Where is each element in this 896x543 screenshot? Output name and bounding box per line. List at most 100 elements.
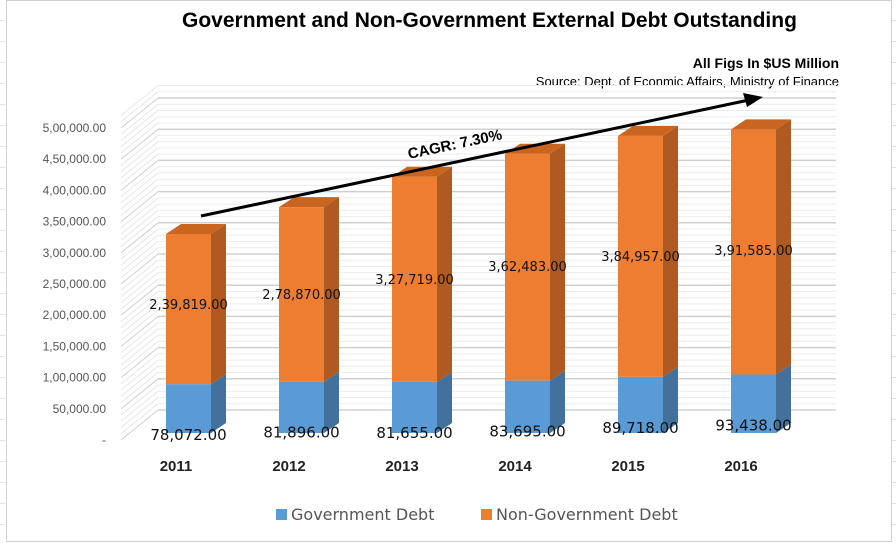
y-tick-label: 5,00,000.00 bbox=[43, 121, 107, 135]
grid-diagonal bbox=[120, 359, 159, 391]
data-label-non-government: 3,62,483.00 bbox=[488, 260, 567, 275]
grid-diagonal bbox=[120, 116, 159, 148]
grid-diagonal bbox=[120, 203, 159, 235]
grid-diagonal bbox=[120, 372, 159, 403]
grid-diagonal bbox=[120, 284, 159, 316]
grid-diagonal bbox=[120, 209, 159, 241]
grid-diagonal bbox=[120, 222, 159, 254]
y-tick-label: 1,00,000.00 bbox=[43, 371, 107, 385]
bar-side bbox=[776, 364, 791, 433]
y-tick-label: 4,00,000.00 bbox=[43, 183, 107, 197]
bar-top bbox=[731, 119, 791, 130]
grid-diagonal bbox=[120, 128, 159, 160]
bar-government-2015 bbox=[618, 376, 663, 433]
grid-diagonal bbox=[120, 85, 159, 116]
y-tick-label: 4,50,000.00 bbox=[43, 152, 107, 166]
grid-diagonal bbox=[120, 309, 159, 341]
bar-side bbox=[324, 371, 339, 433]
chart-units: All Figs In $US Million bbox=[692, 55, 839, 71]
data-label-non-government: 2,39,819.00 bbox=[149, 298, 228, 313]
grid-diagonal bbox=[120, 160, 159, 191]
grid-diagonal bbox=[120, 253, 159, 285]
bar-side bbox=[437, 371, 452, 433]
bar-side bbox=[550, 370, 565, 433]
y-tick-label: 1,50,000.00 bbox=[43, 339, 107, 353]
data-label-government: 81,655.00 bbox=[376, 424, 452, 442]
grid-diagonal bbox=[120, 322, 159, 354]
data-label-non-government: 3,84,957.00 bbox=[601, 250, 680, 265]
bar-government-2013 bbox=[392, 381, 437, 433]
x-tick-label: 2015 bbox=[611, 458, 644, 475]
x-tick-label: 2016 bbox=[724, 458, 757, 475]
bar-top bbox=[392, 166, 452, 177]
grid-diagonal bbox=[120, 147, 159, 179]
legend-label: Government Debt bbox=[291, 505, 434, 524]
grid-diagonal bbox=[120, 378, 159, 410]
data-label-government: 83,695.00 bbox=[489, 423, 565, 441]
grid-diagonal bbox=[120, 297, 159, 329]
grid-diagonal bbox=[120, 291, 159, 322]
data-label-non-government: 3,27,719.00 bbox=[375, 273, 454, 288]
bar-government-2016 bbox=[731, 374, 776, 433]
legend-swatch bbox=[276, 509, 287, 520]
grid-diagonal bbox=[120, 97, 159, 129]
y-tick-label: 3,50,000.00 bbox=[43, 215, 107, 229]
bar-top bbox=[279, 197, 339, 208]
grid-diagonal bbox=[120, 216, 159, 247]
cagr-arrow bbox=[200, 98, 750, 218]
grid-diagonal bbox=[120, 365, 159, 397]
grid-diagonal bbox=[120, 191, 159, 222]
grid-diagonal bbox=[120, 303, 159, 335]
grid-diagonal bbox=[120, 390, 159, 422]
bar-top bbox=[618, 125, 678, 136]
grid-diagonal bbox=[120, 178, 159, 210]
bar-side bbox=[663, 366, 678, 433]
bar-top bbox=[166, 224, 226, 235]
grid-diagonal bbox=[120, 166, 159, 198]
legend-label: Non-Government Debt bbox=[496, 505, 678, 524]
bar-non-government-2015 bbox=[618, 135, 663, 377]
bar-side bbox=[211, 374, 226, 433]
x-tick-label: 2013 bbox=[385, 458, 418, 475]
plot-area: - 50,000.00 1,00,000.00 1,50,000.00 2,00,000… bbox=[43, 85, 836, 524]
data-label-non-government: 3,91,585.00 bbox=[714, 244, 793, 259]
grid-diagonal bbox=[120, 91, 159, 123]
y-tick-label: 3,00,000.00 bbox=[43, 246, 107, 260]
bar-government-2012 bbox=[279, 381, 324, 433]
grid-diagonal bbox=[120, 141, 159, 173]
y-tick-label: 50,000.00 bbox=[53, 402, 107, 416]
bar-side bbox=[663, 125, 678, 377]
grid-diagonal bbox=[120, 122, 159, 154]
grid-diagonal bbox=[120, 316, 159, 347]
arrowhead-icon bbox=[743, 93, 763, 107]
grid-diagonal bbox=[120, 103, 159, 135]
bar-side bbox=[211, 224, 226, 385]
grid-diagonal bbox=[120, 272, 159, 304]
grid-diagonal bbox=[120, 347, 159, 378]
chart-area[interactable]: Government and Non-Government External D… bbox=[6, 0, 892, 542]
x-tick-label: 2012 bbox=[272, 458, 305, 475]
grid-diagonal bbox=[120, 172, 159, 204]
data-label-government: 81,896.00 bbox=[263, 424, 339, 442]
bar-side bbox=[437, 166, 452, 382]
grid-diagonal bbox=[120, 153, 159, 185]
bar-non-government-2012 bbox=[279, 207, 324, 382]
grid-diagonal bbox=[120, 397, 159, 428]
grid-diagonal bbox=[120, 234, 159, 266]
bar-non-government-2013 bbox=[392, 176, 437, 382]
grid-diagonal bbox=[120, 278, 159, 310]
grid-diagonal bbox=[120, 241, 159, 272]
grid-diagonal bbox=[120, 353, 159, 385]
data-label-government: 78,072.00 bbox=[150, 426, 226, 444]
grid-diagonal bbox=[120, 247, 159, 279]
y-tick-label: - bbox=[102, 433, 106, 447]
grid-diagonal bbox=[120, 340, 159, 372]
grid-diagonal bbox=[120, 409, 159, 441]
grid-diagonal bbox=[120, 384, 159, 416]
x-tick-label: 2011 bbox=[160, 458, 193, 475]
grid-diagonal bbox=[120, 334, 159, 366]
bar-side bbox=[324, 197, 339, 382]
grid-diagonal bbox=[120, 135, 159, 166]
y-tick-label: 2,00,000.00 bbox=[43, 308, 107, 322]
grid-diagonal bbox=[120, 328, 159, 360]
